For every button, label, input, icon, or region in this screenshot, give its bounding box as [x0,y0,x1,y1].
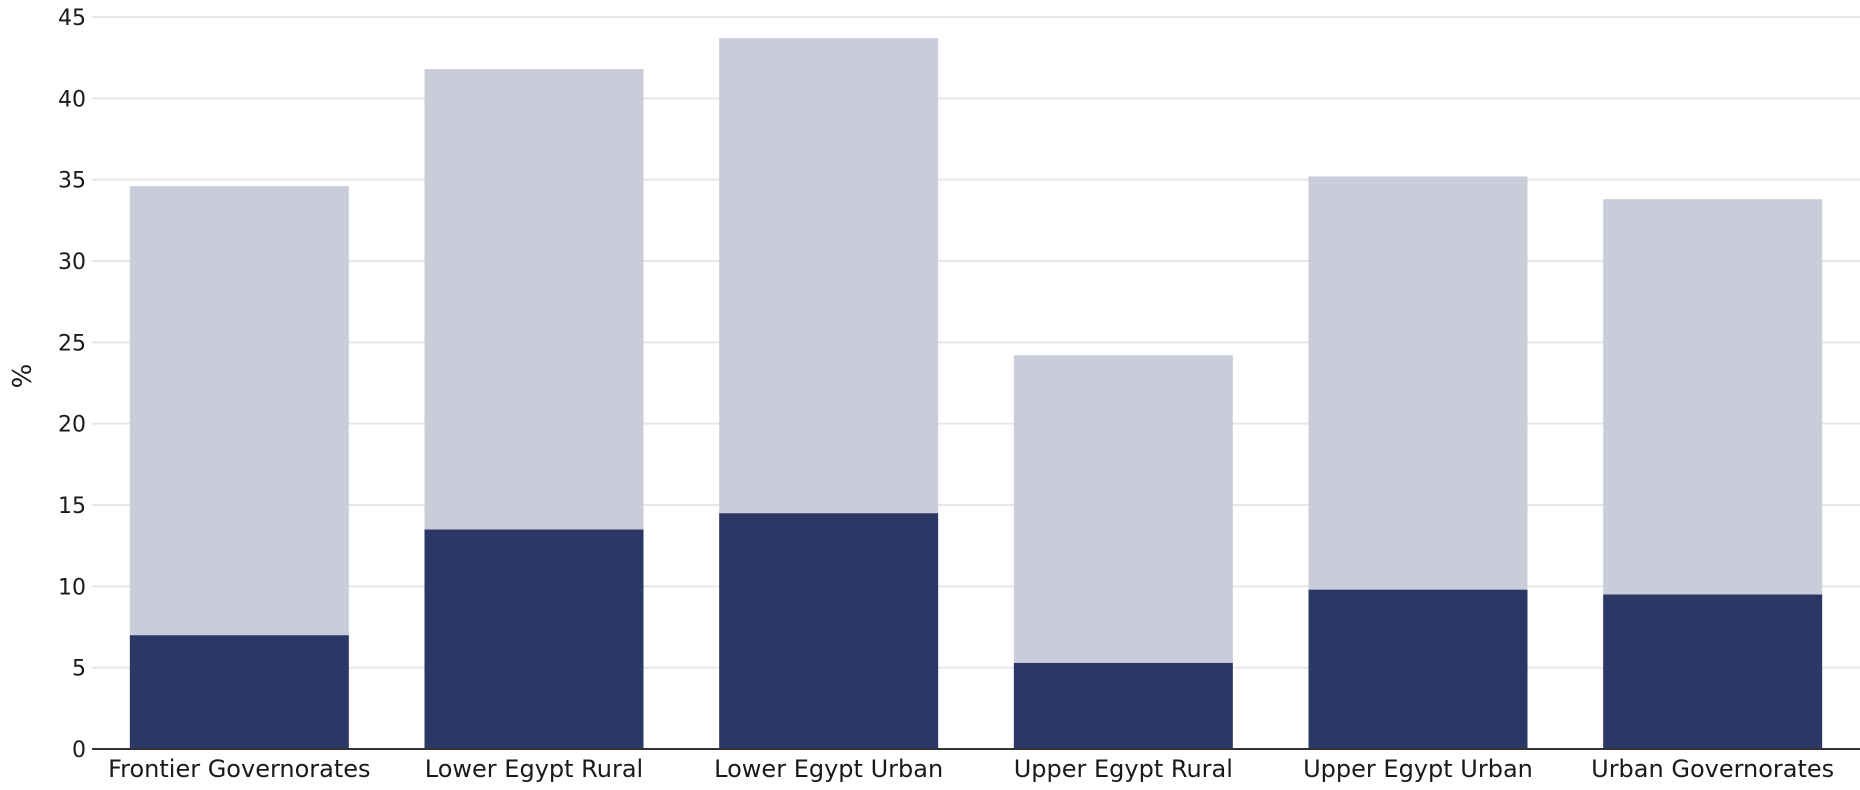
y-tick-label: 40 [58,87,86,112]
bar-segment-2 [1603,199,1822,594]
bar-segment-2 [425,69,644,529]
bar-segment-2 [1309,176,1528,589]
bar-segment-1 [425,529,644,749]
y-tick-label: 0 [72,738,86,763]
y-tick-label: 10 [58,575,86,600]
x-tick-label: Upper Egypt Rural [1014,755,1233,783]
gridlines [92,17,1860,668]
bar-segment-2 [1014,355,1233,662]
y-tick-label: 20 [58,413,86,438]
bars [130,38,1822,749]
y-tick-label: 35 [58,169,86,194]
y-tick-label: 45 [58,6,86,31]
x-tick-label: Frontier Governorates [108,755,370,783]
bar-segment-1 [1603,594,1822,749]
bar-segment-1 [130,635,349,749]
x-tick-label: Upper Egypt Urban [1303,755,1533,783]
y-axis-title: % [8,364,38,389]
x-tick-label: Urban Governorates [1591,755,1834,783]
bar-segment-1 [1309,590,1528,749]
bar-segment-2 [130,186,349,635]
x-tick-label: Lower Egypt Urban [714,755,943,783]
x-tick-label: Lower Egypt Rural [425,755,643,783]
y-tick-label: 15 [58,494,86,519]
bar-segment-1 [1014,663,1233,749]
y-tick-label: 5 [72,657,86,682]
y-tick-label: 25 [58,331,86,356]
bar-segment-1 [719,513,938,749]
bar-segment-2 [719,38,938,513]
y-tick-label: 30 [58,250,86,275]
